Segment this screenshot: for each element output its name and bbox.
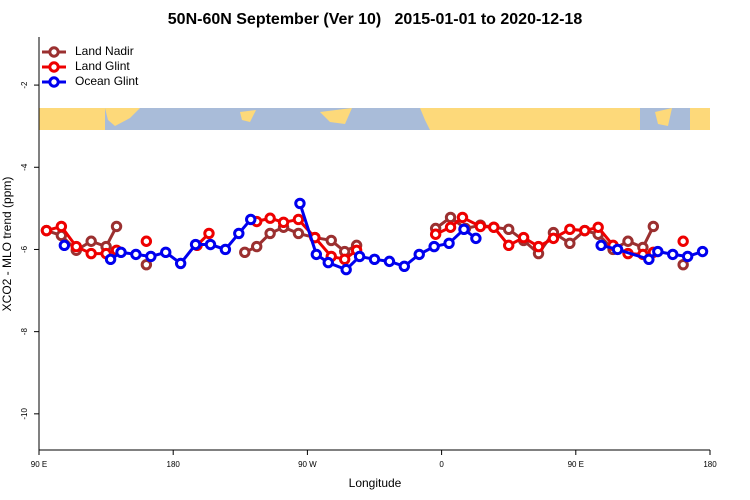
data-point	[474, 220, 487, 233]
legend-label: Ocean Glint	[75, 74, 139, 88]
data-point	[652, 245, 664, 258]
data-point	[310, 248, 323, 261]
data-point	[219, 243, 232, 256]
data-point	[115, 246, 127, 259]
data-point	[470, 232, 482, 245]
y-tick-label: -2	[20, 81, 29, 89]
data-point	[55, 220, 68, 233]
data-point	[456, 211, 469, 224]
data-point	[160, 246, 172, 259]
data-point	[140, 235, 153, 247]
data-point	[85, 247, 97, 260]
data-point	[681, 250, 694, 263]
legend-marker	[48, 76, 60, 88]
legend-label: Land Glint	[75, 59, 130, 73]
data-point	[294, 197, 306, 210]
data-point	[325, 234, 337, 247]
data-point	[245, 213, 257, 226]
chart-title: 50N-60N September (Ver 10) 2015-01-01 to…	[168, 11, 583, 28]
data-point	[564, 223, 576, 236]
legend-label: Land Nadir	[75, 44, 134, 58]
data-point	[277, 216, 290, 229]
data-point	[444, 211, 457, 224]
legend-marker	[48, 46, 60, 58]
x-tick-label: 0	[439, 460, 444, 469]
data-point	[145, 250, 157, 263]
data-point	[383, 255, 396, 268]
data-point	[458, 223, 470, 236]
data-point	[517, 231, 530, 244]
data-point	[338, 253, 351, 266]
data-point	[503, 223, 515, 236]
data-point	[368, 253, 381, 266]
y-axis-label: XCO2 - MLO trend (ppm)	[0, 177, 14, 312]
x-axis-label: Longitude	[349, 476, 402, 490]
data-point	[444, 221, 457, 233]
data-point	[40, 224, 53, 237]
data-point	[503, 239, 515, 252]
data-point	[428, 240, 440, 253]
data-point	[264, 212, 276, 224]
map-strip	[39, 108, 710, 130]
x-tick-label: 90 E	[31, 460, 47, 469]
data-point	[647, 220, 660, 233]
data-point	[622, 235, 634, 247]
data-point	[340, 263, 352, 276]
data-point	[677, 258, 689, 271]
data-point	[174, 257, 187, 270]
data-point	[611, 243, 624, 256]
data-point	[643, 253, 655, 266]
data-point	[488, 221, 500, 233]
data-point	[204, 238, 217, 251]
x-tick-label: 180	[167, 460, 181, 469]
data-point	[677, 235, 689, 247]
legend-marker	[48, 61, 60, 73]
y-tick-label: -10	[20, 408, 29, 420]
data-point	[322, 256, 334, 269]
data-point	[130, 248, 142, 261]
data-point	[104, 253, 117, 266]
data-point	[70, 240, 82, 253]
data-point	[110, 220, 123, 233]
data-point	[564, 237, 576, 249]
data-point	[547, 232, 560, 245]
data-point	[233, 227, 245, 240]
y-tick-label: -6	[20, 245, 29, 253]
data-point	[595, 239, 607, 252]
y-tick-label: -8	[20, 328, 29, 336]
y-tick-label: -4	[20, 163, 29, 171]
data-point	[592, 221, 604, 233]
data-point	[429, 228, 442, 240]
x-tick-label: 90 E	[568, 460, 584, 469]
data-point	[58, 239, 71, 252]
data-point	[292, 213, 305, 226]
data-point	[85, 235, 97, 247]
data-point	[667, 248, 679, 261]
data-point	[251, 240, 263, 253]
x-tick-label: 90 W	[298, 460, 317, 469]
data-point	[203, 227, 215, 240]
data-point	[264, 227, 276, 240]
data-point	[292, 227, 305, 240]
data-point	[353, 250, 366, 263]
data-point	[579, 224, 591, 237]
data-point	[189, 238, 202, 251]
data-point	[443, 237, 455, 249]
data-point	[398, 260, 411, 273]
data-point	[413, 248, 425, 261]
data-point	[239, 246, 251, 259]
x-tick-label: 180	[703, 460, 717, 469]
data-point	[696, 245, 709, 258]
data-point	[140, 258, 153, 271]
data-point	[532, 240, 545, 253]
